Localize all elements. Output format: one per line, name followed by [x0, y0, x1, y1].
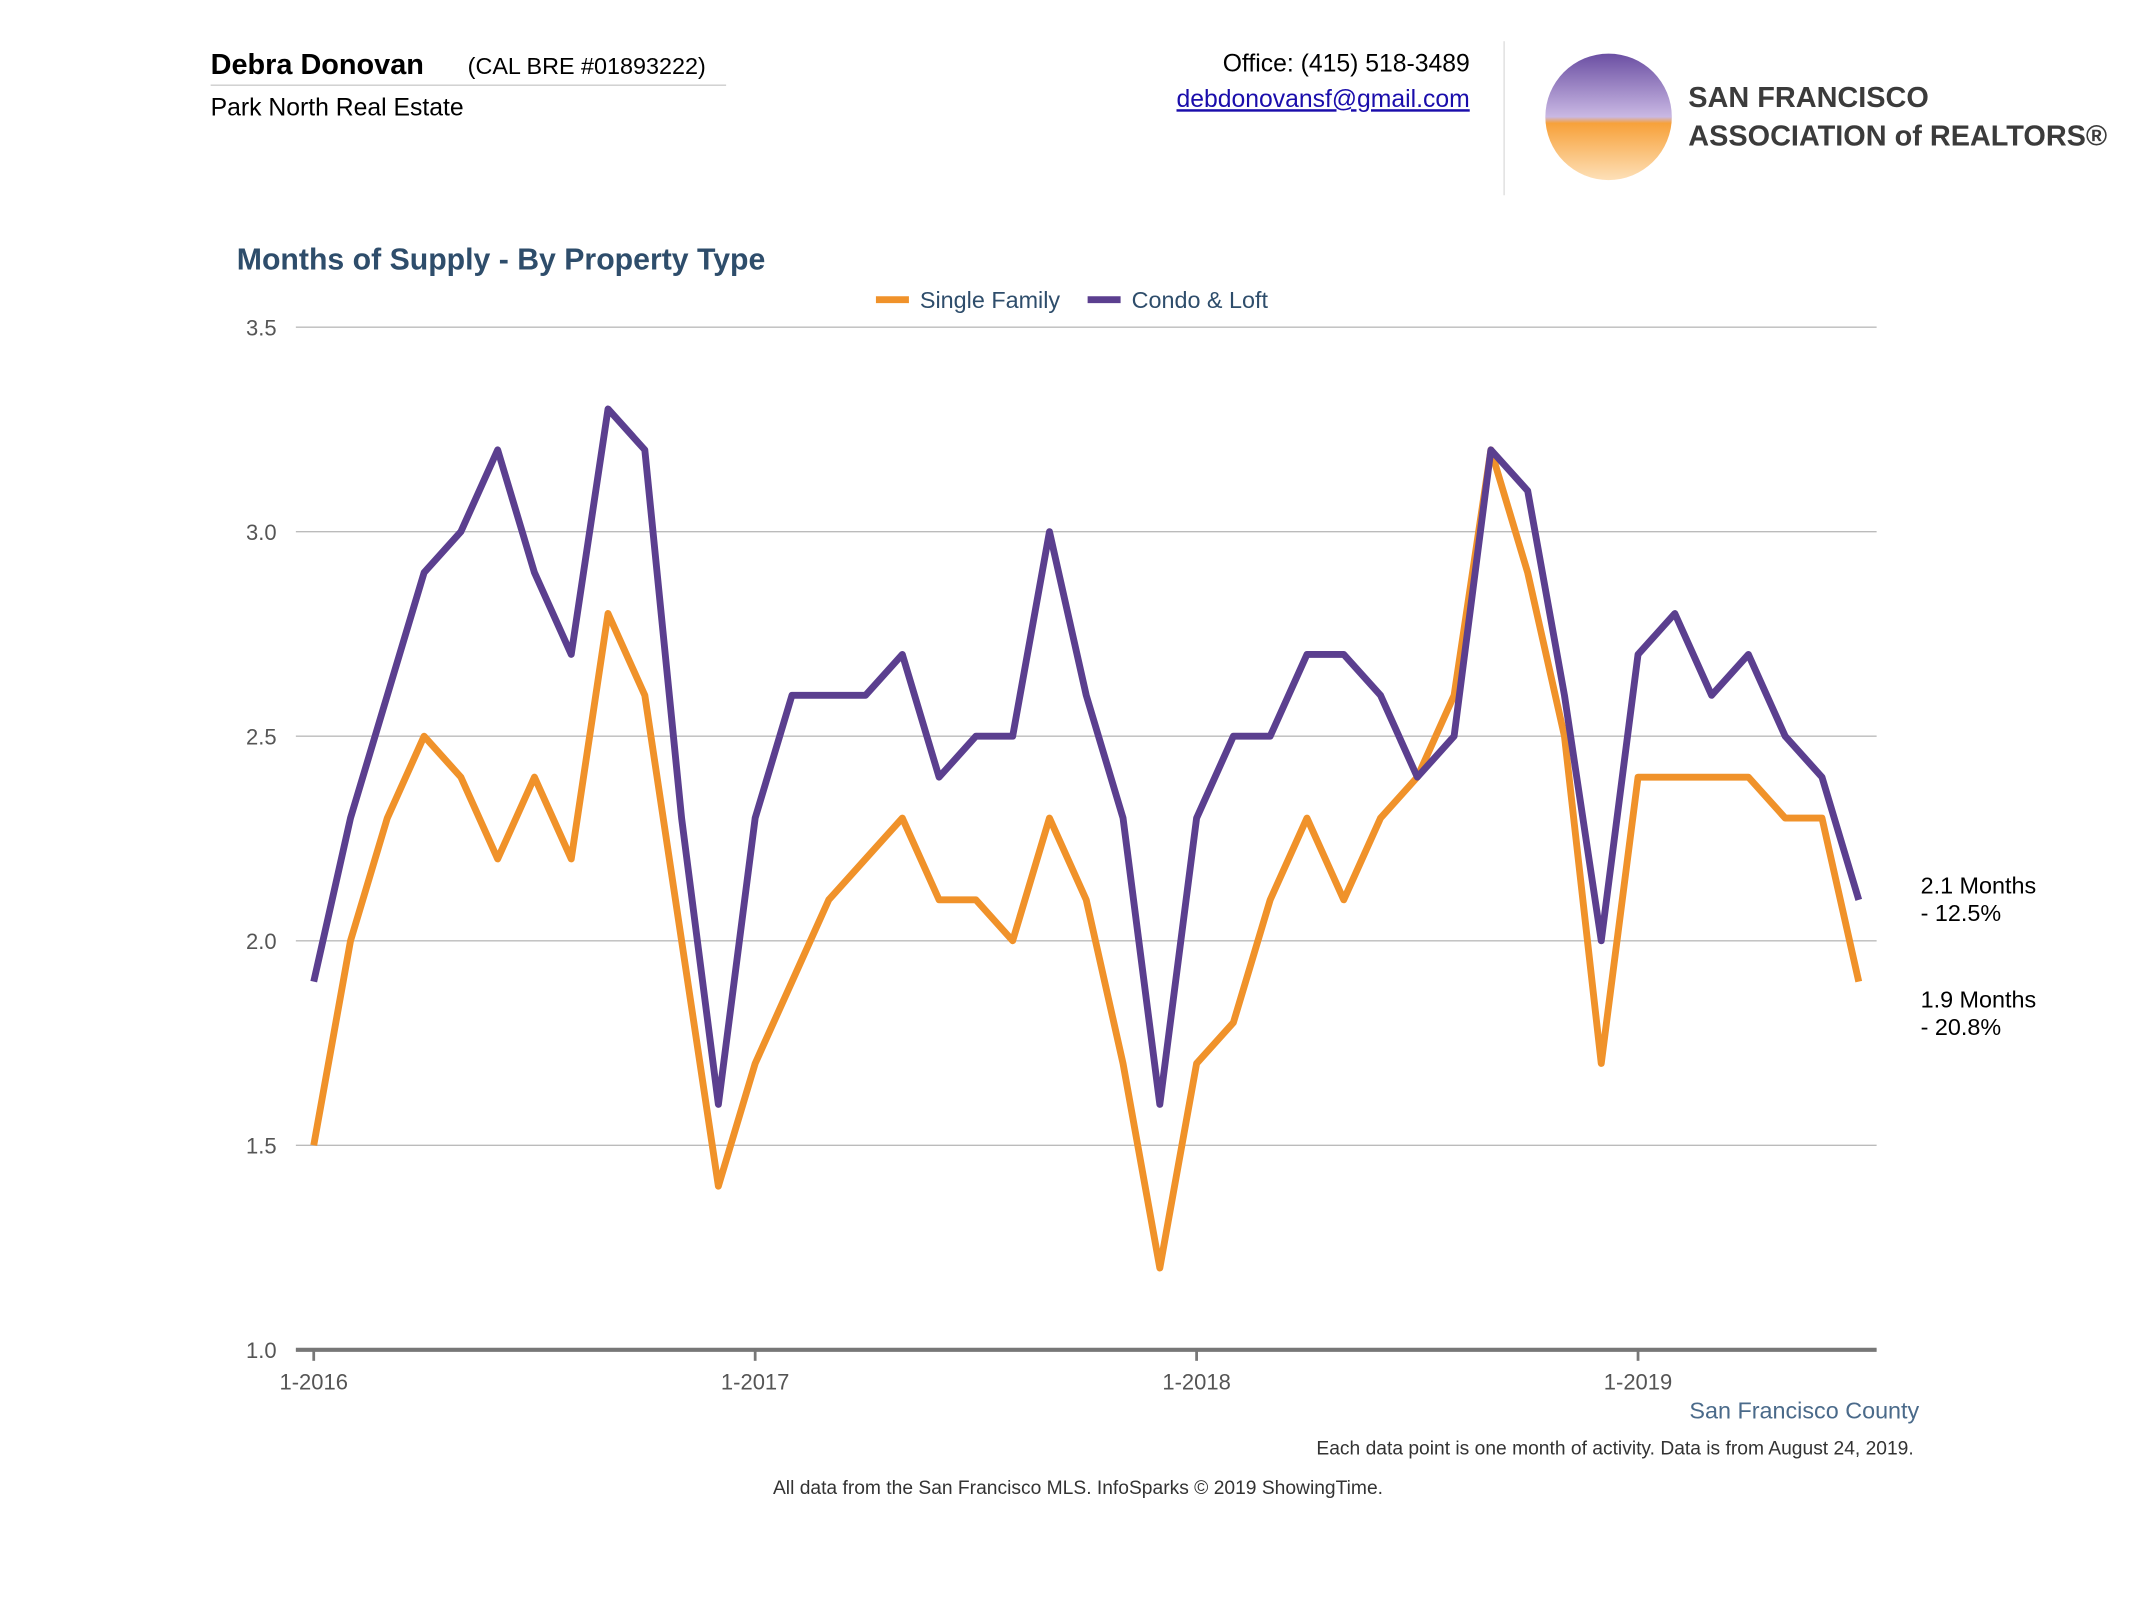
legend-label: Condo & Loft: [1132, 287, 1269, 313]
source: All data from the San Francisco MLS. Inf…: [773, 1478, 1383, 1499]
y-tick-label: 2.0: [246, 929, 277, 954]
note: Each data point is one month of activity…: [1316, 1438, 1913, 1459]
x-tick-label: 1-2017: [721, 1370, 789, 1395]
x-tick-label: 1-2018: [1162, 1370, 1230, 1395]
series-line: [310, 446, 1863, 1272]
series-line: [310, 405, 1863, 1108]
y-tick-label: 1.0: [246, 1338, 277, 1363]
region-label: San Francisco County: [1689, 1398, 1919, 1424]
company: Park North Real Estate: [211, 94, 464, 121]
y-tick-label: 2.5: [246, 724, 277, 749]
annotation: - 12.5%: [1921, 900, 2002, 926]
annotation: 2.1 Months: [1921, 872, 2037, 898]
annotation: - 20.8%: [1921, 1014, 2002, 1040]
logo-icon: [1545, 53, 1672, 181]
x-tick-label: 1-2016: [280, 1370, 348, 1395]
logo-text: ASSOCIATION of REALTORS®: [1688, 121, 2107, 153]
x-tick-label: 1-2019: [1604, 1370, 1672, 1395]
annotation: 1.9 Months: [1921, 987, 2037, 1013]
y-tick-label: 3.0: [246, 520, 277, 545]
logo-text: SAN FRANCISCO: [1688, 82, 1929, 114]
agent-name: Debra Donovan: [211, 49, 424, 81]
office-phone: Office: (415) 518-3489: [1223, 50, 1470, 77]
y-tick-label: 1.5: [246, 1134, 277, 1159]
agent-license: (CAL BRE #01893222): [468, 53, 706, 79]
y-tick-label: 3.5: [246, 315, 277, 340]
legend-label: Single Family: [920, 287, 1061, 313]
chart-title: Months of Supply - By Property Type: [237, 243, 766, 276]
email-link[interactable]: debdonovansf@gmail.com: [1177, 86, 1470, 113]
